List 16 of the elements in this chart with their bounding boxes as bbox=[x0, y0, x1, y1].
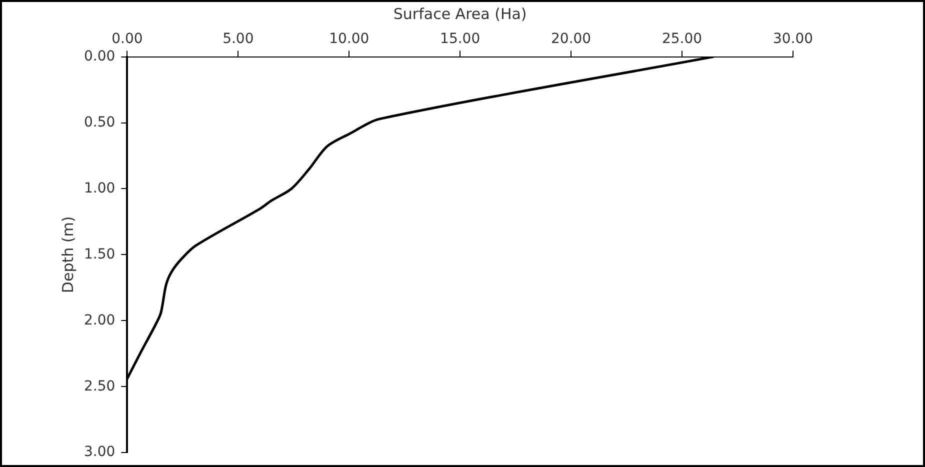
x-tick-label: 5.00 bbox=[222, 31, 254, 48]
x-tick-label: 10.00 bbox=[329, 31, 370, 48]
y-tick-label: 2.50 bbox=[84, 378, 116, 394]
x-tick-label: 0.00 bbox=[112, 31, 143, 48]
x-tick-label: 20.00 bbox=[551, 31, 592, 48]
y-tick-label: 1.50 bbox=[84, 246, 116, 262]
x-tick-label: 30.00 bbox=[772, 31, 814, 48]
y-tick-label: 3.00 bbox=[84, 444, 116, 460]
x-tick-label: 25.00 bbox=[662, 31, 702, 48]
y-tick-label: 0.50 bbox=[84, 114, 116, 130]
y-tick-label: 0.00 bbox=[84, 48, 116, 64]
x-axis-title: Surface Area (Ha) bbox=[393, 4, 527, 23]
y-axis-title: Depth (m) bbox=[58, 216, 77, 294]
y-tick-label: 1.00 bbox=[84, 180, 116, 196]
y-tick-label: 2.00 bbox=[84, 312, 116, 328]
x-tick-label: 15.00 bbox=[440, 31, 480, 48]
